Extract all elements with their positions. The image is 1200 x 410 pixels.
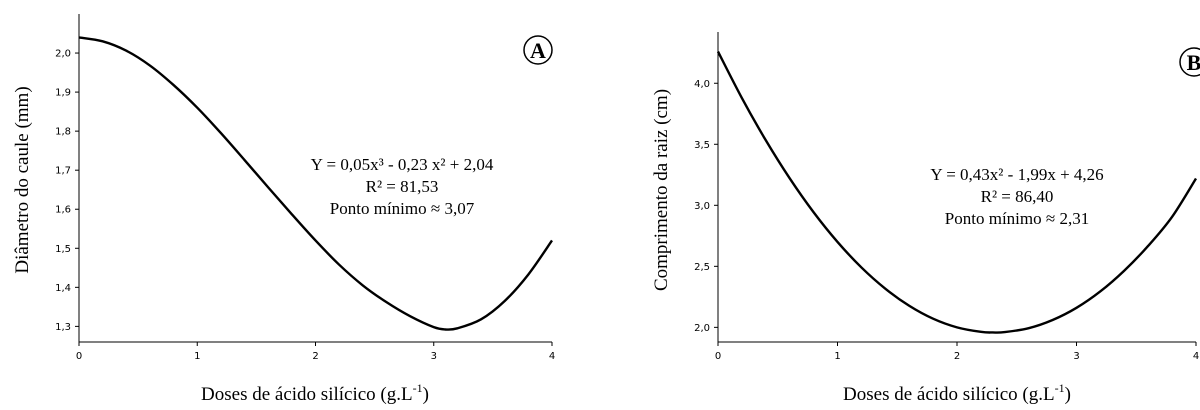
panel-label-circle	[523, 35, 553, 65]
x-tick-label: 4	[549, 351, 555, 362]
x-axis-label: Doses de ácido silícico (g.L-1)	[843, 381, 1071, 405]
regression-curve	[716, 50, 1198, 334]
y-ticks: 2,0 2,5 3,0 3,5 4,0	[694, 79, 718, 334]
x-ticks: 0 1 2 3 4	[715, 342, 1199, 362]
r-squared: R² = 86,40	[981, 187, 1054, 206]
x-axis-label: Doses de ácido silícico (g.L-1)	[201, 381, 429, 405]
x-tick-label: 1	[834, 351, 840, 362]
x-tick-label: 4	[1193, 351, 1199, 362]
minimum-point: Ponto mínimo ≈ 2,31	[945, 209, 1089, 228]
y-tick-label: 2,0	[55, 49, 71, 60]
y-tick-label: 3,0	[694, 201, 710, 212]
y-tick-label: 1,9	[55, 88, 71, 99]
y-tick-label: 2,5	[694, 262, 710, 273]
r-squared: R² = 81,53	[366, 177, 439, 196]
panel-label-badge: A	[523, 35, 553, 65]
panel-label-circle	[1179, 47, 1200, 77]
y-tick-label: 1,3	[55, 322, 71, 333]
regression-equation: Y = 0,43x² - 1,99x + 4,26	[930, 165, 1103, 184]
chart-panel-a: 0 1 2 3 4 1,3 1,4 1,5 1,6 1,7 1,8 1,9 2,0 Diâmetro …	[12, 14, 555, 405]
y-tick-label: 3,5	[694, 140, 710, 151]
panel-label-text: A	[530, 38, 546, 63]
x-ticks: 0 1 2 3 4	[76, 342, 555, 362]
x-tick-label: 0	[76, 351, 82, 362]
y-tick-label: 1,6	[55, 205, 71, 216]
panel-label-text: B	[1187, 50, 1200, 75]
x-tick-label: 3	[431, 351, 437, 362]
y-tick-label: 2,0	[694, 323, 710, 334]
y-tick-label: 1,8	[55, 127, 71, 138]
x-tick-label: 2	[312, 351, 318, 362]
minimum-point: Ponto mínimo ≈ 3,07	[330, 199, 475, 218]
y-axis-label: Comprimento da raiz (cm)	[651, 89, 672, 291]
y-axis-label: Diâmetro do caule (mm)	[12, 86, 33, 273]
y-tick-label: 1,5	[55, 244, 71, 255]
y-ticks: 1,3 1,4 1,5 1,6 1,7 1,8 1,9 2,0	[55, 49, 79, 333]
x-tick-label: 0	[715, 351, 721, 362]
x-tick-label: 1	[194, 351, 200, 362]
y-tick-label: 1,7	[55, 166, 71, 177]
chart-panel-b: 0 1 2 3 4 2,0 2,5 3,0 3,5 4,0 Comprimento da rai…	[651, 32, 1200, 405]
x-tick-label: 2	[954, 351, 960, 362]
panel-label-badge: B	[1179, 47, 1200, 77]
y-tick-label: 4,0	[694, 79, 710, 90]
y-tick-label: 1,4	[55, 283, 71, 294]
regression-curve	[78, 36, 553, 331]
regression-equation: Y = 0,05x³ - 0,23 x² + 2,04	[311, 155, 494, 174]
x-tick-label: 3	[1073, 351, 1079, 362]
